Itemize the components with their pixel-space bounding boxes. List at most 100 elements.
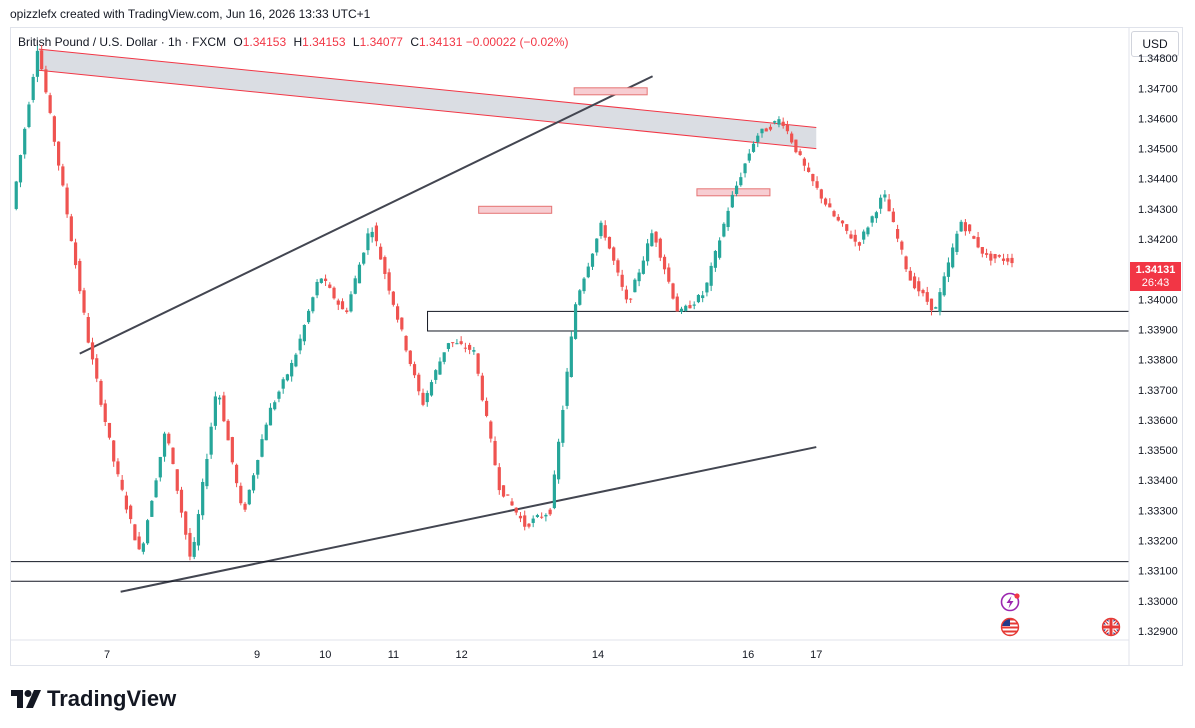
candle-body — [569, 336, 573, 377]
change-value: −0.00022 (−0.02%) — [465, 35, 569, 49]
candle-body — [976, 237, 980, 248]
candle-body — [323, 278, 328, 281]
target-marker-box — [478, 205, 553, 214]
candle-body — [688, 305, 692, 309]
candle-body — [340, 301, 345, 310]
candle-body — [527, 523, 531, 527]
candle-body — [476, 353, 480, 374]
lightning-event-icon[interactable] — [1000, 592, 1020, 612]
candle-body — [840, 220, 845, 224]
candle-body — [315, 281, 319, 296]
candle-body — [713, 250, 717, 268]
y-tick-label: 1.33200 — [1138, 536, 1178, 548]
candle-body — [959, 221, 963, 232]
close-value: 1.34131 — [418, 35, 463, 49]
candle-body — [616, 260, 620, 273]
candle-body — [561, 409, 565, 443]
candle-body — [196, 514, 201, 546]
y-tick-label: 1.34400 — [1138, 174, 1178, 186]
candle-body — [222, 395, 226, 422]
candle-body — [620, 274, 624, 287]
candle-body — [141, 543, 145, 552]
candle-body — [912, 276, 917, 289]
candle-body — [879, 197, 883, 209]
candle-body — [18, 155, 23, 183]
candle-body — [260, 439, 264, 457]
candle-body — [243, 503, 247, 510]
candle-body — [938, 292, 942, 312]
symbol-legend: British Pound / U.S. Dollar · 1h · FXCM … — [18, 35, 568, 49]
symbol-name[interactable]: British Pound / U.S. Dollar · 1h · FXCM — [18, 35, 227, 49]
candle-body — [468, 344, 472, 350]
candle-body — [586, 266, 590, 278]
candle-body — [366, 233, 370, 251]
candle-body — [133, 524, 137, 541]
candle-body — [463, 347, 467, 349]
candle-body — [192, 541, 196, 557]
candle-body — [273, 402, 277, 410]
candle-body — [302, 325, 306, 342]
candle-body — [908, 270, 912, 281]
candle-body — [696, 294, 701, 303]
candle-body — [849, 234, 853, 239]
candle-body — [535, 515, 540, 517]
y-tick-label: 1.33600 — [1138, 415, 1178, 427]
candle-body — [984, 253, 989, 255]
y-tick-label: 1.32900 — [1138, 626, 1178, 638]
candle-body — [95, 358, 99, 379]
candle-body — [434, 370, 438, 380]
candle-body — [150, 500, 154, 517]
candle-body — [489, 421, 493, 439]
candle-body — [336, 300, 340, 305]
candle-body — [853, 234, 857, 242]
x-tick-label: 7 — [104, 649, 110, 661]
candle-body — [785, 124, 790, 132]
open-label: O — [233, 35, 243, 49]
candle-body — [82, 290, 86, 313]
candle-body — [595, 238, 599, 253]
candle-body — [14, 181, 18, 209]
candle-body — [205, 458, 209, 487]
candle-body — [226, 420, 230, 441]
candle-body — [455, 343, 459, 345]
uk-flag-icon[interactable] — [1101, 617, 1121, 637]
candle-body — [179, 489, 184, 513]
candle-body — [40, 50, 44, 70]
candle-body — [145, 520, 150, 544]
candle-body — [116, 461, 120, 475]
candle-body — [629, 298, 633, 300]
candle-body — [167, 433, 171, 444]
candle-body — [480, 375, 484, 401]
us-flag-icon[interactable] — [1000, 617, 1020, 637]
y-tick-label: 1.33000 — [1138, 596, 1178, 608]
y-tick-label: 1.34200 — [1138, 234, 1178, 246]
x-tick-label: 12 — [456, 649, 468, 661]
candle-body — [997, 255, 1001, 257]
y-tick-label: 1.33100 — [1138, 566, 1178, 578]
candle-body — [739, 177, 743, 186]
candle-body — [107, 422, 112, 438]
candle-body — [578, 290, 582, 305]
support-zone-box — [427, 310, 1130, 332]
candle-body — [980, 247, 984, 254]
currency-button[interactable]: USD — [1131, 31, 1179, 57]
low-value: 1.34077 — [359, 35, 403, 49]
y-tick-label: 1.33700 — [1138, 385, 1178, 397]
y-tick-label: 1.33300 — [1138, 505, 1178, 517]
candle-body — [857, 242, 862, 246]
candle-body — [311, 297, 315, 312]
x-tick-label: 17 — [810, 649, 822, 661]
candle-body — [362, 252, 366, 264]
candle-body — [65, 187, 69, 215]
candle-body — [518, 515, 523, 519]
candle-body — [175, 469, 179, 491]
tradingview-logo[interactable]: TradingView — [11, 686, 176, 712]
candle-body — [230, 437, 234, 463]
candle-body — [383, 257, 387, 274]
candle-body — [743, 163, 747, 174]
candle-body — [400, 317, 404, 330]
candle-body — [862, 231, 866, 240]
candle-body — [86, 317, 90, 343]
candle-body — [747, 153, 751, 161]
